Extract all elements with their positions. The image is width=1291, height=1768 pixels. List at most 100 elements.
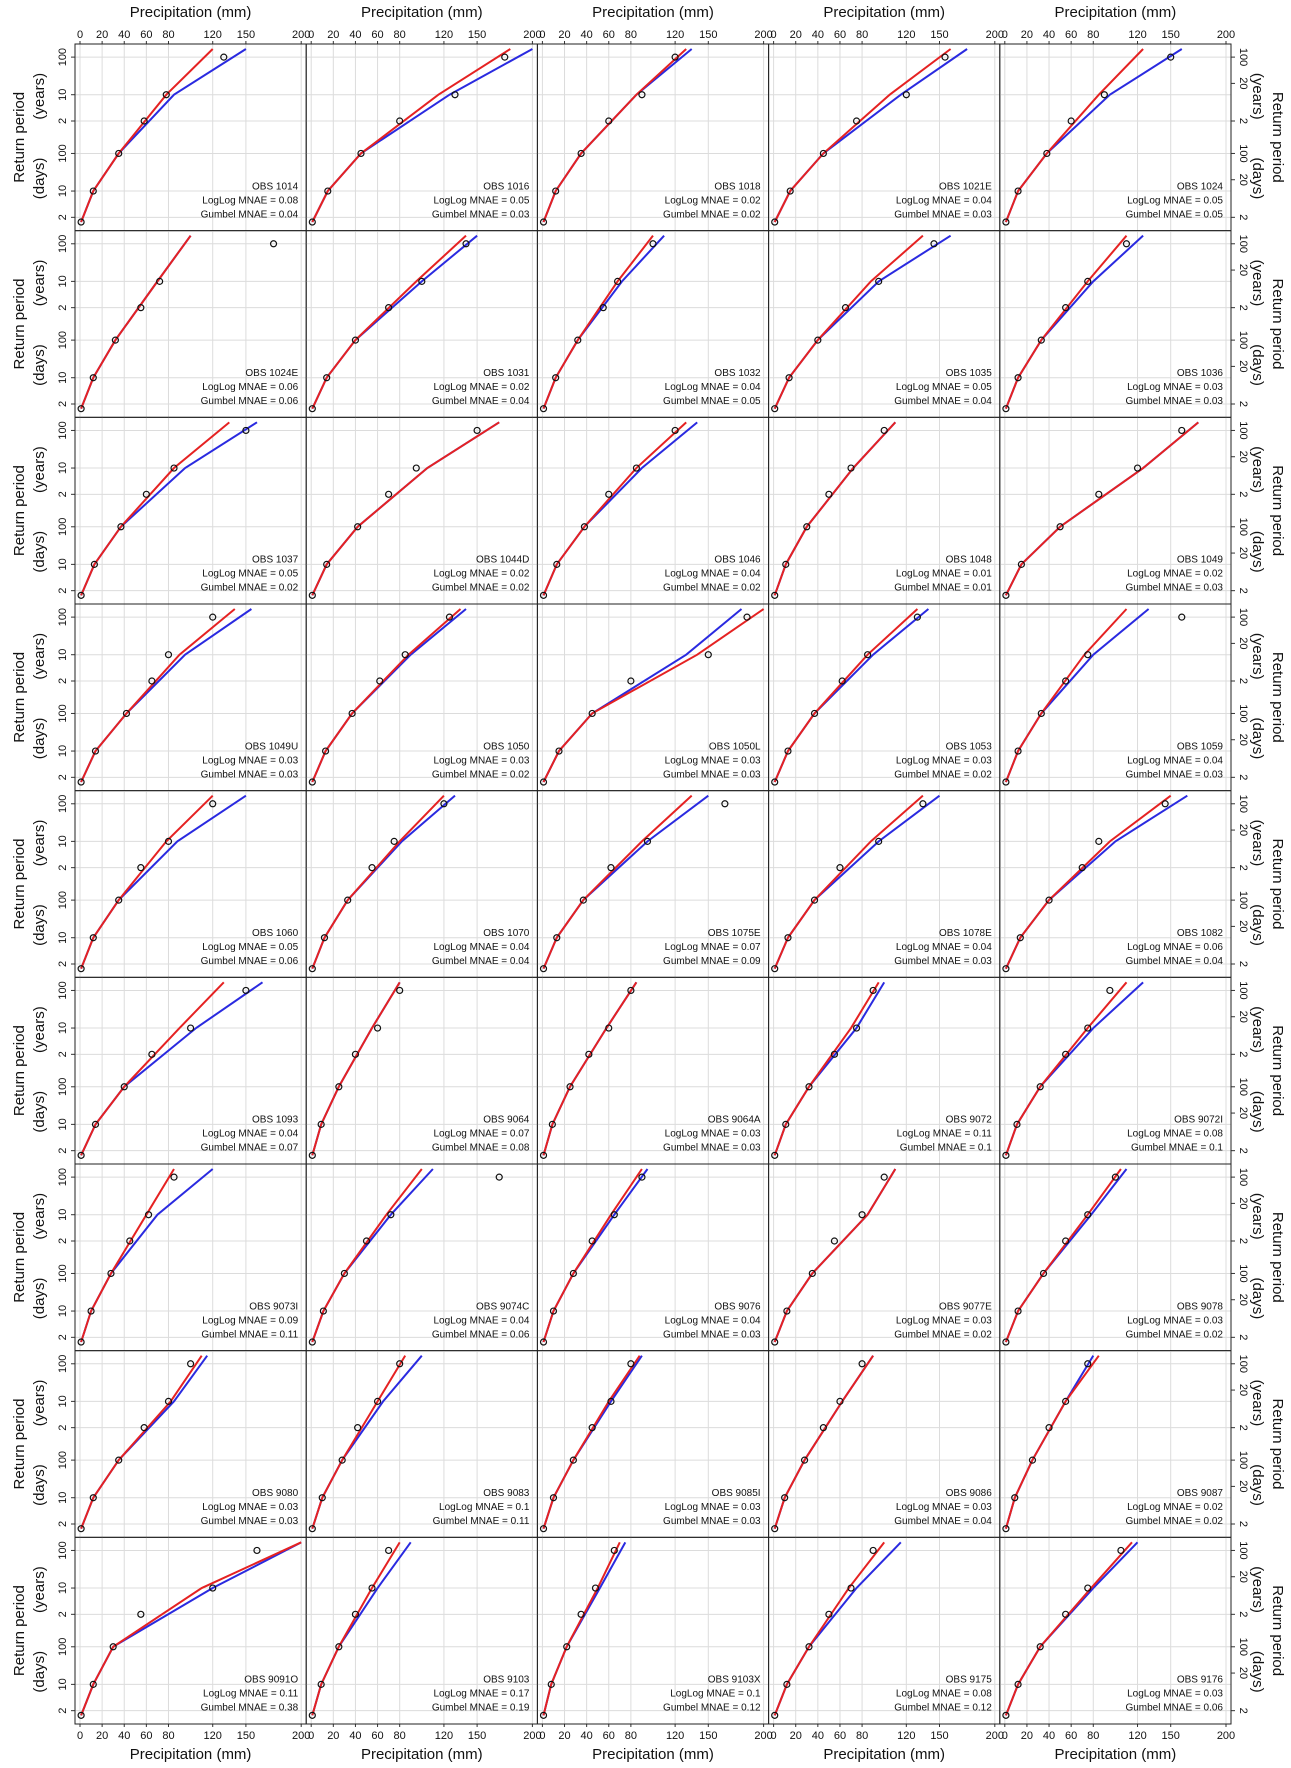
y2-tick-label: 2 [1237,774,1249,780]
gumbel-line [542,235,654,410]
observation [323,560,331,568]
x-tick-label: 60 [834,1730,846,1742]
observation [614,277,622,285]
x-tick-label: 200 [986,29,1004,41]
observation [782,1120,790,1128]
y2-unit: (years) [1249,633,1266,680]
panel: OBS 9074C LogLog MNAE = 0.04 Gumbel MNAE =… [306,1164,538,1351]
gumbel-line [311,1168,423,1343]
observation [317,1680,325,1688]
y-tick-label: 100 [57,1541,69,1559]
station-name: OBS 9083 [483,1488,530,1499]
observation [539,778,548,786]
panel: OBS 9078 LogLog MNAE = 0.03 Gumbel MNAE = … [999,1164,1231,1351]
y2-unit: (years) [1249,446,1266,493]
y-axis-title: Return period [11,1585,28,1676]
observation [852,117,861,125]
gumbel-score: Gumbel MNAE = 0.11 [201,1329,298,1340]
y-tick-label: 10 [57,89,69,101]
observation [786,187,794,195]
observation [902,91,910,99]
observation [90,560,98,568]
observation [144,1211,153,1219]
loglog-line [80,235,192,410]
gumbel-line [773,421,897,596]
loglog-line [542,981,638,1156]
observation [1178,613,1186,621]
panel: OBS 1031 LogLog MNAE = 0.02 Gumbel MNAE = … [306,230,538,418]
y2-tick-label: 20 [1237,77,1249,89]
y2-unit: (days) [1249,904,1266,946]
observation [1122,240,1131,248]
gumbel-score: Gumbel MNAE = 0.03 [663,1143,761,1154]
gumbel-score: Gumbel MNAE = 0.38 [201,1703,299,1714]
observation [357,149,365,158]
observation [91,747,100,755]
y2-tick-label: 100 [1237,518,1249,536]
observation [566,1083,574,1091]
y2-axis-title: Return period [1269,1585,1286,1676]
panel: OBS 9103X LogLog MNAE = 0.1 Gumbel MNAE = … [537,1537,769,1725]
observation [610,1546,618,1555]
y2-tick-label: 100 [1237,48,1249,66]
observation [376,677,384,685]
observation [1014,747,1022,755]
loglog-line [311,1168,434,1343]
observation [838,677,846,685]
gumbel-line [542,421,687,596]
observation [1037,336,1045,344]
gumbel-score: Gumbel MNAE = 0.03 [1125,583,1223,594]
loglog-line [542,1541,627,1716]
loglog-score: LogLog MNAE = 0.05 [896,382,992,393]
panel: OBS 1082 LogLog MNAE = 0.06 Gumbel MNAE = … [999,790,1231,978]
x-tick-label: 80 [1087,1730,1099,1742]
observation [555,747,563,755]
y2-tick-label: 20 [1237,1571,1249,1583]
observation [941,53,949,61]
observation [186,1024,195,1032]
station-name: OBS 1049U [245,741,298,752]
observation [539,405,548,413]
y-unit: (days) [31,344,48,386]
y-tick-label: 100 [57,48,69,66]
observation [704,651,712,659]
loglog-score: LogLog MNAE = 0.04 [665,382,761,393]
x-tick-label: 0 [308,1730,314,1742]
station-name: OBS 9064A [708,1115,761,1126]
observation [473,426,481,435]
loglog-score: LogLog MNAE = 0.02 [1127,1502,1223,1513]
observation [627,986,635,995]
station-name: OBS 9074C [476,1301,529,1312]
observation [89,374,97,382]
observation [351,336,360,344]
y-unit: (years) [31,1006,48,1053]
loglog-score: LogLog MNAE = 0.03 [202,755,298,766]
observation [354,1424,362,1432]
x-tick-label: 200 [292,1730,310,1742]
observation [368,864,376,872]
loglog-score: LogLog MNAE = 0.04 [665,1315,761,1326]
x-tick-label: 20 [558,29,570,41]
x-tick-label: 0 [539,1730,545,1742]
panel: OBS 1046 LogLog MNAE = 0.04 Gumbel MNAE = … [537,417,769,605]
observation [771,1338,779,1346]
x-tick-label: 120 [435,29,453,41]
observation [1002,1525,1010,1533]
observation [396,1360,404,1368]
observation [91,1120,100,1128]
loglog-score: LogLog MNAE = 0.03 [896,1502,992,1513]
y-tick-label: 2 [57,401,69,407]
y2-tick-label: 2 [1237,1708,1249,1714]
observation [1028,1456,1037,1464]
panel: OBS 1036 LogLog MNAE = 0.03 Gumbel MNAE = … [999,230,1231,418]
loglog-line [773,421,897,596]
y2-tick-label: 20 [1237,920,1249,932]
y-tick-label: 2 [57,491,69,497]
y2-tick-label: 2 [1237,214,1249,220]
x-axis-title: Precipitation (mm) [130,1746,252,1763]
loglog-line [311,981,401,1156]
y-axis-title: Return period [11,465,28,556]
observation [242,986,250,995]
observation [605,117,613,125]
y2-unit: (days) [1249,1091,1266,1133]
